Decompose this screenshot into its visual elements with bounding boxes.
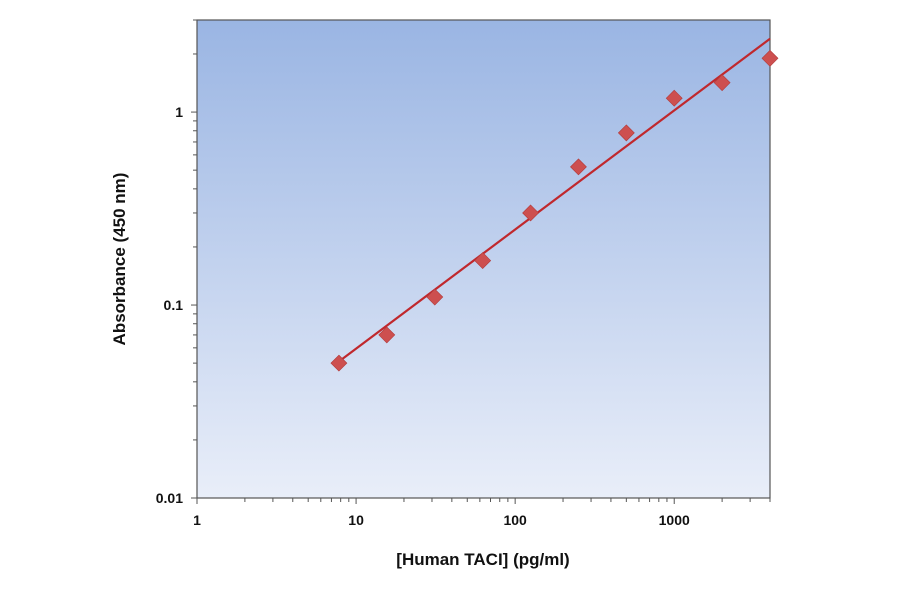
x-tick-label: 100	[503, 512, 527, 528]
axes	[191, 19, 771, 504]
data-point	[665, 89, 683, 107]
plot-frame	[196, 19, 771, 499]
data-point	[617, 124, 635, 142]
x-tick-label: 1	[193, 512, 201, 528]
data-point	[378, 326, 396, 344]
data-point	[713, 74, 731, 92]
fit-line	[338, 37, 771, 363]
y-tick-label: 0.1	[164, 297, 184, 313]
x-tick-label: 1000	[659, 512, 690, 528]
data-point	[761, 49, 779, 67]
x-axis-title: [Human TACI] (pg/ml)	[396, 550, 569, 569]
data-point	[570, 158, 587, 176]
y-axis-title: Absorbance (450 nm)	[110, 173, 129, 346]
x-tick-label: 10	[348, 512, 364, 528]
data-point	[522, 204, 539, 222]
data-point	[426, 288, 444, 306]
data-point	[330, 354, 348, 372]
y-tick-label: 1	[175, 104, 183, 120]
fit-line-group	[338, 37, 771, 363]
data-markers	[330, 49, 779, 372]
tick-labels: 1 10 100 1000 0.01 0.1 1	[156, 104, 690, 528]
y-tick-label: 0.01	[156, 490, 183, 506]
data-point	[474, 252, 492, 269]
